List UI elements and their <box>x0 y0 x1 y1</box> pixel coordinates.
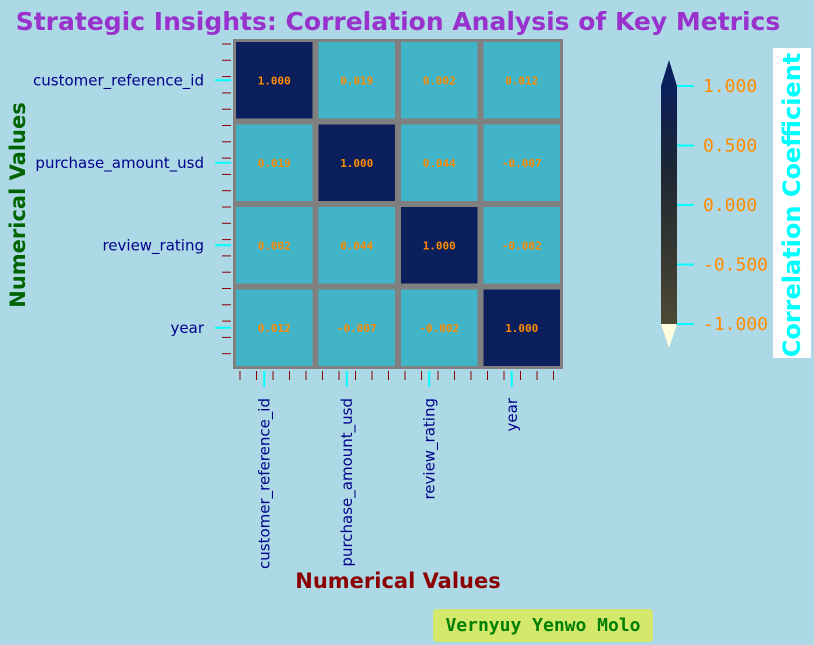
y-tick-label: year <box>171 319 205 337</box>
cell-value-label: -0.007 <box>502 157 542 170</box>
cell-value-label: 1.000 <box>258 74 291 87</box>
colorbar-body <box>661 86 677 324</box>
y-tick-label: review_rating <box>102 236 204 255</box>
heatmap-cell <box>401 289 478 366</box>
heatmap-cells: 1.000 0.019 0.002 0.012 0.019 1.000 0.044 -0.00… <box>233 39 563 369</box>
heatmap-cell <box>318 42 395 119</box>
cell-value-label: 1.000 <box>423 239 456 252</box>
y-axis-label: Numerical Values <box>6 102 30 308</box>
cell-value-label: 0.012 <box>505 74 538 87</box>
heatmap-cell <box>236 289 313 366</box>
author-credit: Vernyuy Yenwo Molo <box>433 609 653 642</box>
cell-value-label: -0.007 <box>337 322 377 335</box>
cell-value-label: 0.044 <box>340 239 373 252</box>
colorbar-tick-label: -0.500 <box>703 255 768 276</box>
y-tick-label: purchase_amount_usd <box>35 154 204 173</box>
cell-value-label: 0.012 <box>258 322 291 335</box>
colorbar-tick-label: 0.000 <box>703 195 757 216</box>
heatmap-cell <box>318 289 395 366</box>
heatmap-axes: customer_reference_id purchase_amount_usd… <box>33 43 554 569</box>
heatmap-cell <box>236 207 313 284</box>
heatmap-cell <box>483 207 560 284</box>
colorbar: 1.000 0.500 0.000 -0.500 -1.000 Correlation … <box>661 48 811 358</box>
colorbar-extend-top <box>661 60 677 86</box>
colorbar-extend-bottom <box>661 324 677 348</box>
colorbar-tick-label: 0.500 <box>703 136 757 157</box>
colorbar-tick-label: 1.000 <box>703 76 757 97</box>
cell-value-label: 1.000 <box>340 157 373 170</box>
cell-value-label: -0.002 <box>419 322 459 335</box>
heatmap-cell <box>401 42 478 119</box>
heatmap-cell <box>483 42 560 119</box>
heatmap-cell <box>318 207 395 284</box>
cell-value-label: 0.002 <box>423 74 456 87</box>
heatmap-cell <box>401 124 478 201</box>
heatmap-cell <box>401 207 478 284</box>
heatmap-cell <box>483 289 560 366</box>
colorbar-label-box <box>773 48 811 358</box>
x-axis-label: Numerical Values <box>295 569 501 593</box>
heatmap-cell <box>483 124 560 201</box>
chart-title: Strategic Insights: Correlation Analysis… <box>16 7 781 36</box>
heatmap-cell <box>318 124 395 201</box>
cell-value-label: 0.019 <box>340 74 373 87</box>
cell-value-label: 1.000 <box>505 322 538 335</box>
heatmap-cell <box>236 124 313 201</box>
colorbar-label: Correlation Coefficient <box>778 53 806 358</box>
cell-value-label: 0.044 <box>423 157 456 170</box>
x-tick-label: customer_reference_id <box>255 398 274 569</box>
y-tick-label: customer_reference_id <box>33 71 204 90</box>
cell-value-label: -0.002 <box>502 239 542 252</box>
cell-value-label: 0.002 <box>258 239 291 252</box>
colorbar-tick-label: -1.000 <box>703 314 768 335</box>
x-tick-label: year <box>503 397 521 431</box>
x-tick-label: purchase_amount_usd <box>338 398 357 567</box>
heatmap-cell <box>236 42 313 119</box>
cell-value-label: 0.019 <box>258 157 291 170</box>
x-tick-label: review_rating <box>420 398 439 500</box>
